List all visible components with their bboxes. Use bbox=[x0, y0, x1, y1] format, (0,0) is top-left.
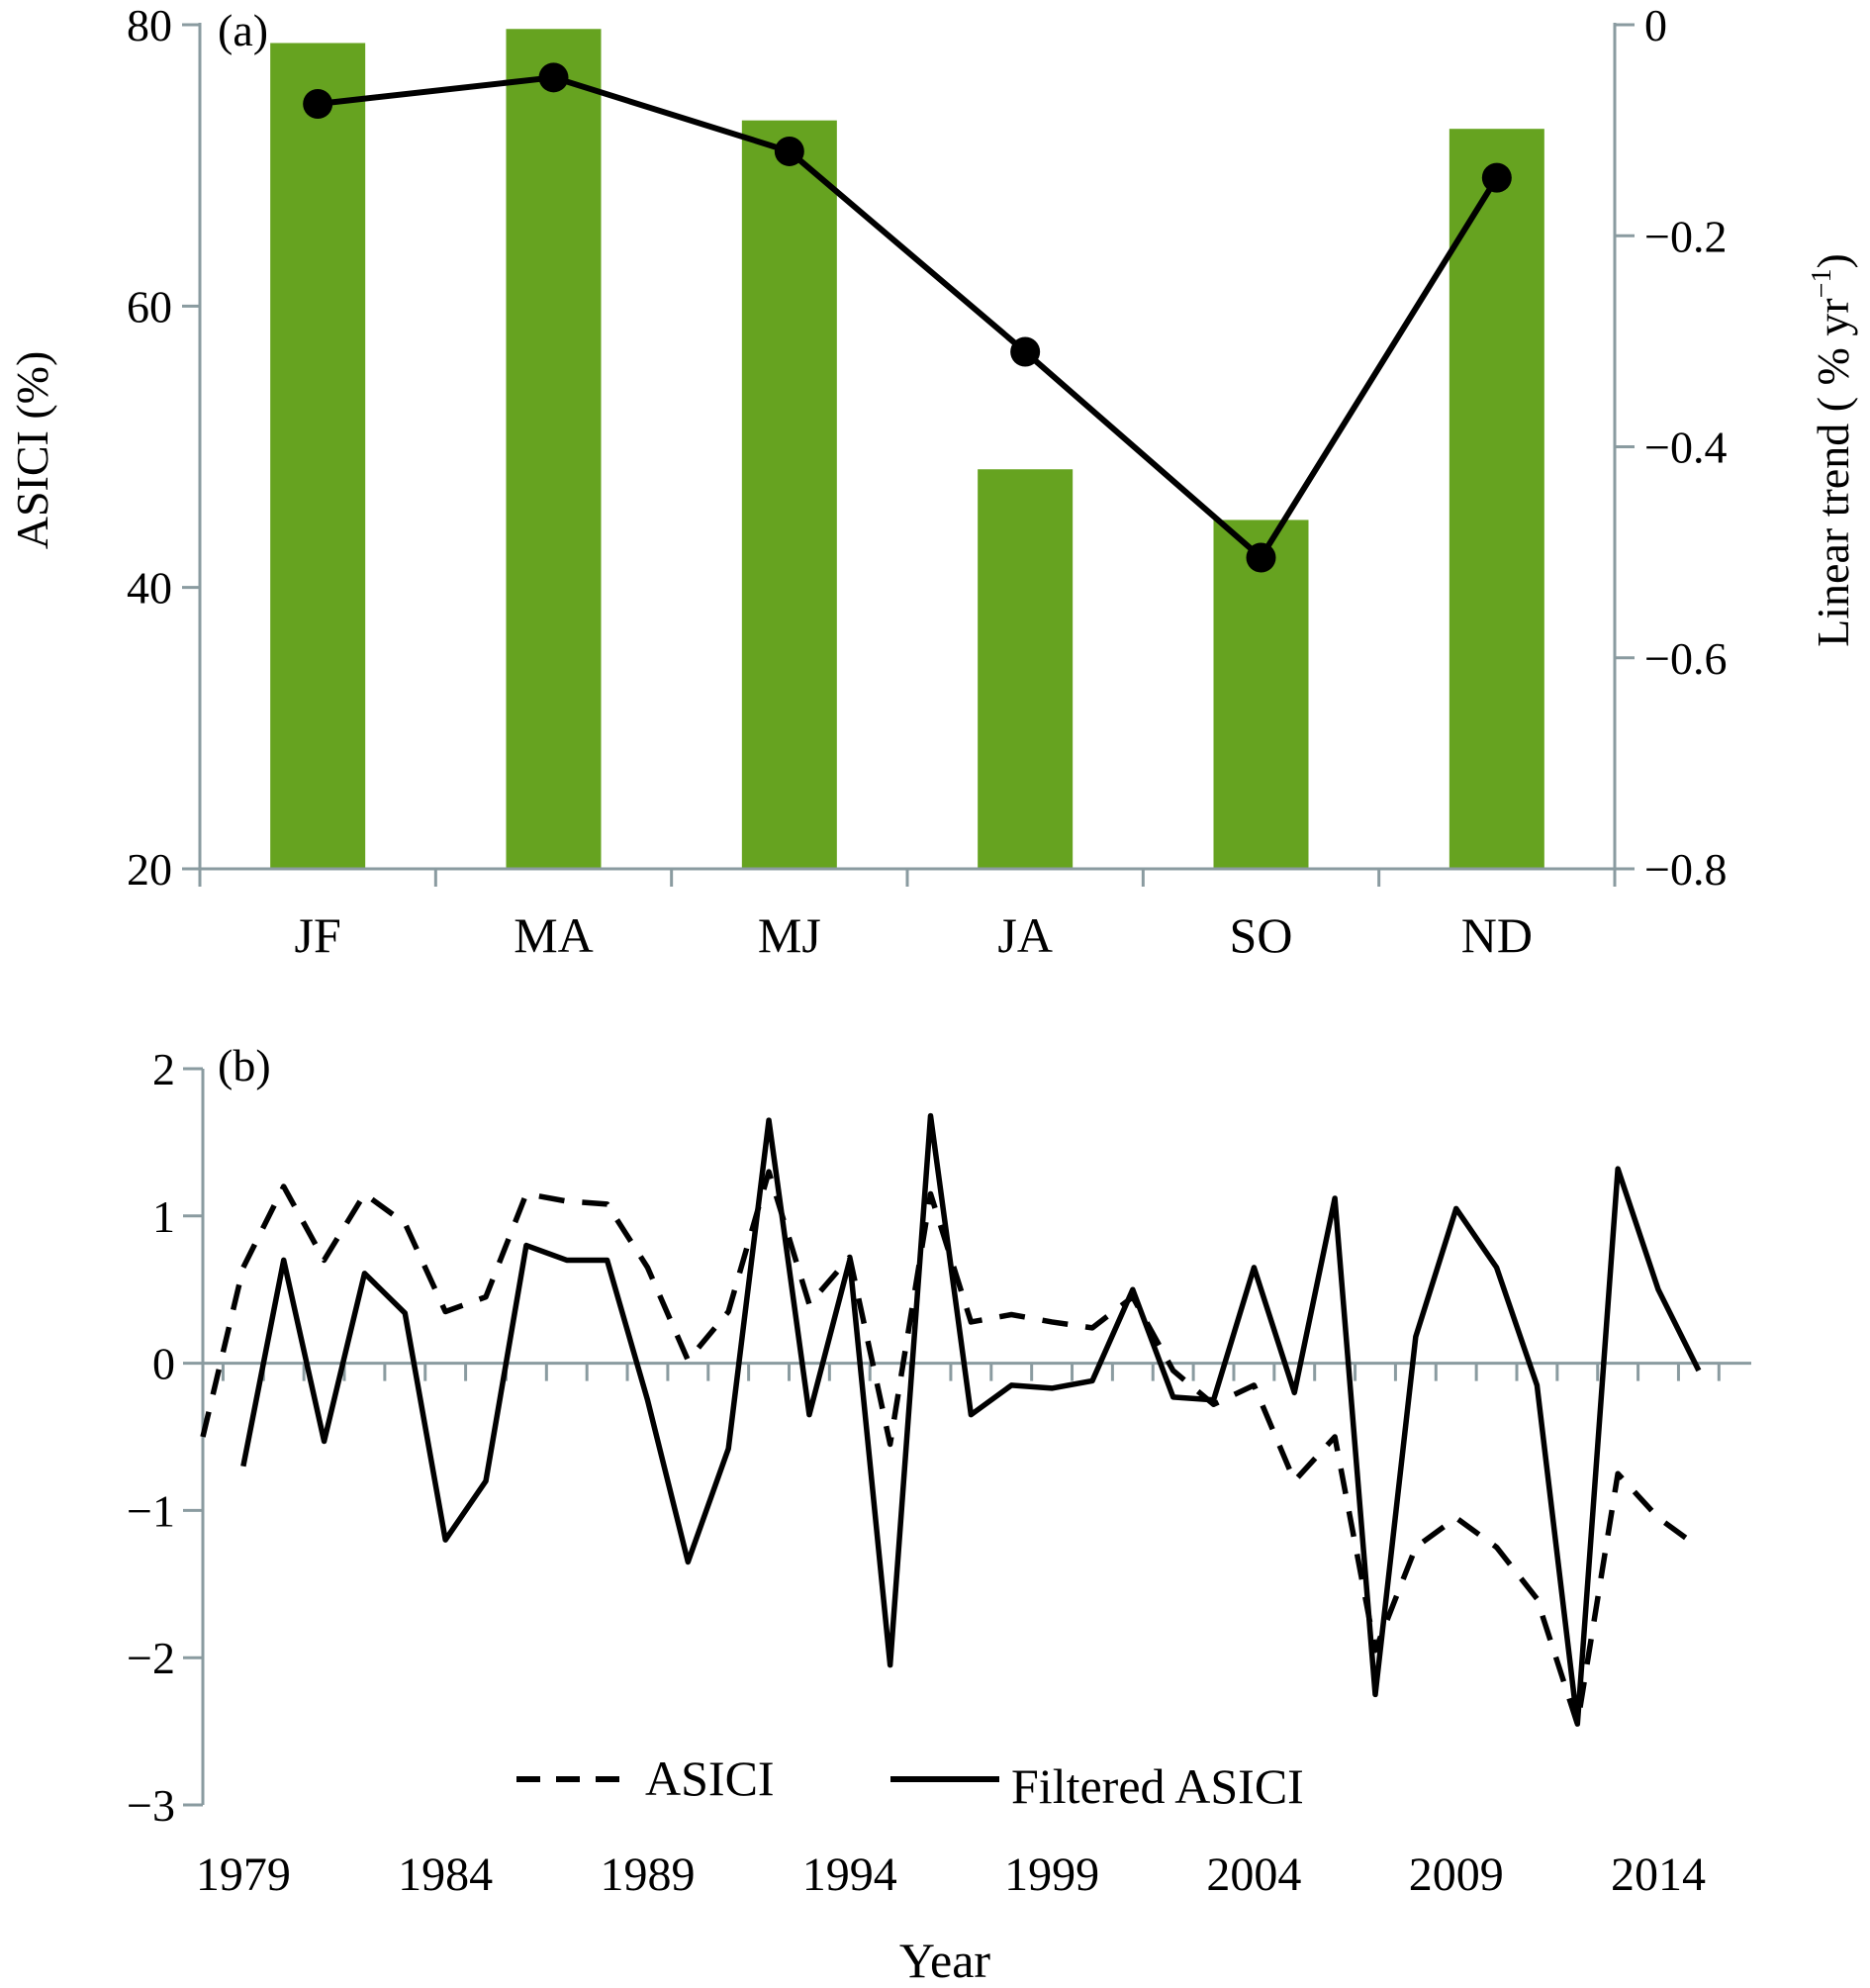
trend-line bbox=[317, 74, 1500, 561]
left-tick-label-60: 60 bbox=[127, 281, 172, 331]
x-tick-label-nd: ND bbox=[1461, 907, 1533, 963]
bar-ma bbox=[506, 29, 602, 869]
x-axis-zero-line: 1979 1984 1989 1994 1999 2004 2009 2014 bbox=[196, 1362, 1751, 1901]
bar-mj bbox=[741, 120, 837, 869]
x-tick-label-2009: 2009 bbox=[1409, 1848, 1504, 1901]
x-axis: JF MA MJ JA SO ND bbox=[182, 867, 1635, 963]
bar-nd bbox=[1449, 129, 1544, 869]
bar-so bbox=[1213, 520, 1309, 869]
y-tick-label-1: 1 bbox=[152, 1191, 175, 1242]
y-tick-label-5: −3 bbox=[127, 1780, 175, 1831]
left-tick-label-80: 80 bbox=[127, 0, 172, 50]
y-axis: 2 1 0 −1 −2 −3 bbox=[127, 1044, 205, 1831]
right-tick-label-2: −0.4 bbox=[1644, 423, 1727, 473]
x-tick-label-ma: MA bbox=[514, 907, 594, 963]
trend-line-group bbox=[303, 62, 1512, 573]
y-tick-label-3: −1 bbox=[127, 1485, 175, 1536]
trend-point-so bbox=[1246, 542, 1276, 573]
asici-line bbox=[200, 1169, 1701, 1727]
right-tick-label-3: −0.6 bbox=[1644, 633, 1727, 684]
bars-group bbox=[270, 29, 1544, 869]
x-tick-label-2014: 2014 bbox=[1611, 1848, 1706, 1901]
bar-ja bbox=[978, 469, 1074, 869]
right-tick-label-1: −0.2 bbox=[1644, 211, 1727, 261]
filtered-asici-line bbox=[240, 1112, 1702, 1727]
trend-point-jf bbox=[303, 88, 333, 119]
legend-filtered-label: Filtered ASICI bbox=[1011, 1758, 1304, 1814]
right-tick-label-0: 0 bbox=[1644, 0, 1667, 50]
x-tick-label-jf: JF bbox=[295, 907, 341, 963]
trend-point-ja bbox=[1010, 336, 1041, 367]
right-axis-title-sup: −1 bbox=[1807, 269, 1837, 299]
right-tick-label-4: −0.8 bbox=[1644, 844, 1727, 895]
trend-point-mj bbox=[774, 136, 804, 166]
x-tick-label-mj: MJ bbox=[758, 907, 821, 963]
x-tick-label-1989: 1989 bbox=[600, 1848, 695, 1901]
panel-b-label: (b) bbox=[218, 1040, 271, 1090]
left-axis-title: ASICI (%) bbox=[7, 351, 57, 550]
right-axis-title-main: Linear trend ( % yr bbox=[1808, 298, 1858, 647]
y-tick-label-0: 2 bbox=[152, 1044, 175, 1094]
y-tick-label-2: 0 bbox=[152, 1339, 175, 1389]
left-y-axis: 20 40 60 80 bbox=[127, 0, 202, 895]
x-tick-label-ja: JA bbox=[997, 907, 1053, 963]
x-tick-label-1994: 1994 bbox=[802, 1848, 897, 1901]
left-tick-label-20: 20 bbox=[127, 844, 172, 895]
series-lines-group bbox=[200, 1112, 1702, 1727]
panel-a-label: (a) bbox=[218, 5, 268, 55]
left-tick-label-40: 40 bbox=[127, 563, 172, 614]
x-tick-label-1979: 1979 bbox=[196, 1848, 291, 1901]
right-axis-title: Linear trend ( % yr−1) bbox=[1807, 253, 1858, 647]
bar-jf bbox=[270, 43, 366, 869]
x-tick-label-2004: 2004 bbox=[1206, 1848, 1301, 1901]
x-tick-label-1999: 1999 bbox=[1004, 1848, 1099, 1901]
x-axis-title: Year bbox=[899, 1933, 990, 1988]
legend-asici-label: ASICI bbox=[645, 1751, 775, 1806]
right-y-axis: 0 −0.2 −0.4 −0.6 −0.8 bbox=[1613, 0, 1727, 895]
panel-b-timeseries-chart: 2 1 0 −1 −2 −3 1979 1984 1989 1994 1999 2004 2009 20… bbox=[127, 1040, 1751, 1988]
right-axis-title-end: ) bbox=[1808, 253, 1858, 268]
trend-point-ma bbox=[538, 62, 569, 93]
trend-point-nd bbox=[1481, 162, 1512, 193]
x-tick-label-so: SO bbox=[1230, 907, 1293, 963]
x-tick-label-1984: 1984 bbox=[398, 1848, 493, 1901]
legend: ASICI Filtered ASICI bbox=[516, 1751, 1304, 1814]
y-tick-label-4: −2 bbox=[127, 1633, 175, 1683]
